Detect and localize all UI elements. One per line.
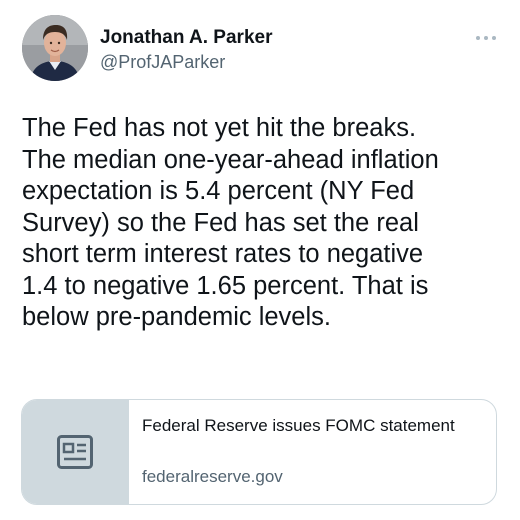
tweet-text: The Fed has not yet hit the breaks. The … (22, 114, 439, 331)
link-card-domain: federalreserve.gov (142, 467, 283, 486)
profile-photo (22, 15, 88, 81)
author-display-name[interactable]: Jonathan A. Parker (100, 27, 273, 48)
link-card-title: Federal Reserve issues FOMC statement (142, 416, 455, 435)
link-card-thumbnail (22, 400, 129, 504)
author-handle[interactable]: @ProfJAParker (100, 52, 226, 72)
link-preview-card[interactable]: Federal Reserve issues FOMC statement fe… (21, 399, 497, 505)
author-avatar[interactable] (22, 15, 88, 81)
more-horizontal-icon[interactable] (474, 30, 498, 40)
article-placeholder-icon (57, 435, 93, 469)
